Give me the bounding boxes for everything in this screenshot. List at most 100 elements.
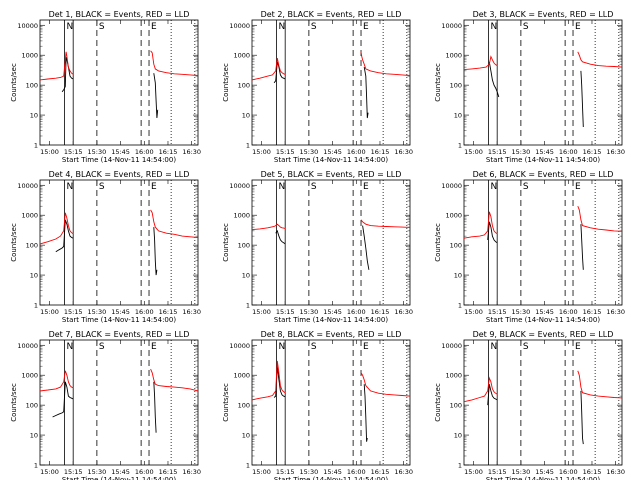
marker-flag-N: N bbox=[278, 342, 285, 352]
y-tick-label: 10000 bbox=[17, 182, 38, 190]
series-lld-line bbox=[251, 58, 286, 81]
series-lld-line bbox=[577, 370, 623, 399]
series-events-line bbox=[580, 70, 584, 128]
y-tick-label: 1 bbox=[34, 142, 38, 150]
marker-flag-S: S bbox=[523, 182, 529, 192]
x-tick-label: 16:00 bbox=[347, 308, 366, 316]
x-tick-label: 16:15 bbox=[371, 148, 390, 156]
panel-title: Det 2, BLACK = Events, RED = LLD bbox=[261, 10, 402, 19]
y-tick-label: 1 bbox=[458, 302, 462, 310]
series-lld-line bbox=[39, 212, 74, 245]
y-tick-label: 1 bbox=[246, 142, 250, 150]
plot-frame bbox=[251, 19, 411, 146]
plot-frame bbox=[39, 179, 199, 306]
panel-det-3: Det 3, BLACK = Events, RED = LLD 1 10 100 10… bbox=[434, 10, 625, 164]
y-tick-label: 1 bbox=[246, 462, 250, 470]
x-tick-label: 15:45 bbox=[111, 308, 130, 316]
y-tick-label: 1000 bbox=[445, 212, 462, 220]
y-tick-label: 1000 bbox=[21, 52, 38, 60]
series-events-line bbox=[362, 225, 370, 270]
marker-flag-S: S bbox=[99, 182, 105, 192]
y-tick-label: 1 bbox=[458, 462, 462, 470]
y-tick-label: 10000 bbox=[229, 22, 250, 30]
panel-title: Det 8, BLACK = Events, RED = LLD bbox=[261, 330, 402, 339]
y-tick-label: 10 bbox=[242, 272, 250, 280]
series-events-line bbox=[580, 224, 584, 270]
x-tick-label: 16:15 bbox=[583, 148, 602, 156]
series-events-line bbox=[487, 384, 498, 406]
x-axis-label: Start Time (14-Nov-11 14:54:00) bbox=[62, 476, 176, 480]
x-tick-label: 15:15 bbox=[488, 308, 507, 316]
marker-flag-S: S bbox=[523, 22, 529, 32]
x-axis-label: Start Time (14-Nov-11 14:54:00) bbox=[486, 316, 600, 324]
marker-flag-N: N bbox=[278, 182, 285, 192]
x-tick-label: 16:30 bbox=[394, 468, 413, 476]
x-tick-label: 15:15 bbox=[276, 468, 295, 476]
y-tick-label: 1 bbox=[34, 462, 38, 470]
x-axis-label: Start Time (14-Nov-11 14:54:00) bbox=[274, 156, 388, 164]
marker-flag-S: S bbox=[311, 22, 317, 32]
x-tick-label: 16:15 bbox=[583, 468, 602, 476]
marker-flag-E: E bbox=[151, 22, 157, 32]
series-lld-line bbox=[360, 51, 411, 76]
x-tick-label: 15:45 bbox=[111, 468, 130, 476]
x-tick-label: 15:00 bbox=[252, 148, 271, 156]
series-events-line bbox=[275, 229, 286, 245]
x-tick-label: 16:15 bbox=[159, 308, 178, 316]
y-tick-label: 10 bbox=[242, 112, 250, 120]
series-lld-line bbox=[251, 360, 286, 401]
marker-flag-E: E bbox=[363, 22, 369, 32]
marker-flag-E: E bbox=[363, 342, 369, 352]
marker-flag-E: E bbox=[575, 182, 581, 192]
x-tick-label: 15:45 bbox=[535, 468, 554, 476]
marker-flag-S: S bbox=[99, 342, 105, 352]
y-tick-label: 10000 bbox=[17, 22, 38, 30]
x-tick-label: 16:00 bbox=[135, 148, 154, 156]
y-axis-label: Counts/sec bbox=[434, 63, 442, 102]
y-tick-label: 1000 bbox=[233, 212, 250, 220]
y-axis-label: Counts/sec bbox=[222, 63, 230, 102]
y-tick-label: 10 bbox=[242, 432, 250, 440]
marker-flag-N: N bbox=[278, 22, 285, 32]
x-tick-label: 15:45 bbox=[323, 308, 342, 316]
x-tick-label: 16:30 bbox=[182, 148, 201, 156]
x-tick-label: 16:30 bbox=[606, 308, 625, 316]
y-tick-label: 100 bbox=[238, 402, 250, 410]
series-events-line bbox=[55, 219, 74, 253]
x-tick-label: 15:30 bbox=[512, 468, 531, 476]
panel-det-4: Det 4, BLACK = Events, RED = LLD 1 10 100 10… bbox=[10, 170, 201, 324]
x-tick-label: 16:00 bbox=[559, 308, 578, 316]
y-tick-label: 10000 bbox=[441, 182, 462, 190]
x-tick-label: 15:45 bbox=[323, 148, 342, 156]
series-lld-line bbox=[39, 370, 74, 392]
x-axis-label: Start Time (14-Nov-11 14:54:00) bbox=[486, 156, 600, 164]
series-lld-line bbox=[150, 209, 199, 238]
series-lld-line bbox=[577, 206, 623, 232]
panel-det-8: Det 8, BLACK = Events, RED = LLD 1 10 100 10… bbox=[222, 330, 413, 480]
x-tick-label: 15:15 bbox=[64, 468, 83, 476]
y-tick-label: 1000 bbox=[233, 52, 250, 60]
x-tick-label: 16:00 bbox=[347, 148, 366, 156]
marker-flag-N: N bbox=[66, 182, 73, 192]
x-tick-label: 15:00 bbox=[252, 308, 271, 316]
panel-title: Det 4, BLACK = Events, RED = LLD bbox=[49, 170, 190, 179]
panel-title: Det 1, BLACK = Events, RED = LLD bbox=[49, 10, 190, 19]
x-tick-label: 16:30 bbox=[606, 148, 625, 156]
panel-title: Det 6, BLACK = Events, RED = LLD bbox=[473, 170, 614, 179]
marker-flag-N: N bbox=[66, 22, 73, 32]
x-tick-label: 15:00 bbox=[464, 148, 483, 156]
y-tick-label: 100 bbox=[26, 402, 38, 410]
x-tick-label: 15:45 bbox=[111, 148, 130, 156]
y-tick-label: 1000 bbox=[445, 372, 462, 380]
y-tick-label: 100 bbox=[238, 82, 250, 90]
plot-frame bbox=[463, 339, 623, 466]
marker-flag-N: N bbox=[66, 342, 73, 352]
x-axis-label: Start Time (14-Nov-11 14:54:00) bbox=[274, 316, 388, 324]
y-tick-label: 10000 bbox=[17, 342, 38, 350]
x-tick-label: 16:00 bbox=[135, 308, 154, 316]
x-tick-label: 16:00 bbox=[347, 468, 366, 476]
y-tick-label: 100 bbox=[450, 82, 462, 90]
x-tick-label: 16:15 bbox=[371, 308, 390, 316]
marker-flag-E: E bbox=[151, 182, 157, 192]
series-events-line bbox=[273, 61, 286, 84]
